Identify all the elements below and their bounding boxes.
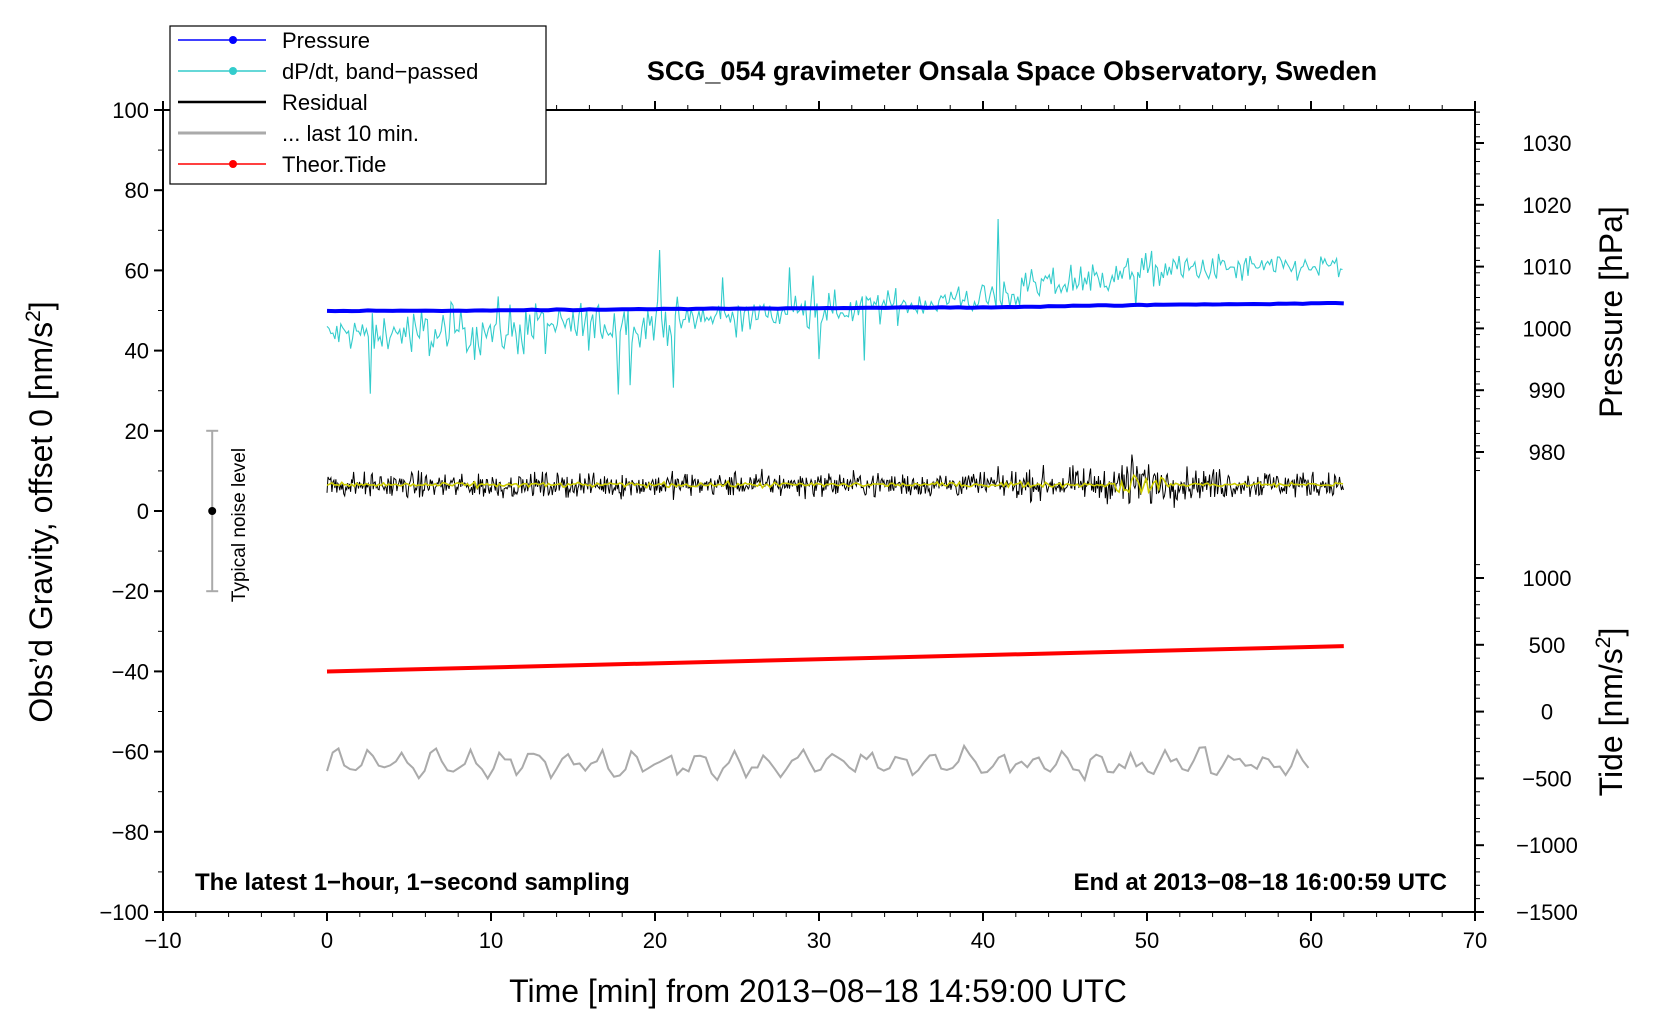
y-axis-tide-title-close: ] bbox=[1593, 628, 1629, 637]
dpdt-series bbox=[326, 218, 1343, 395]
y-tick-label: 20 bbox=[125, 419, 149, 444]
y-axis-left-title-sup: 2 bbox=[22, 310, 45, 322]
noise-bar-center bbox=[208, 507, 217, 515]
tide-tick-label: −1000 bbox=[1516, 833, 1578, 858]
y-axis-tide-title: Tide [nm/s2] bbox=[1592, 628, 1629, 797]
y-axis-pressure-title: Pressure [hPa] bbox=[1593, 206, 1629, 418]
legend-marker bbox=[229, 67, 237, 75]
y-axis-tide-title-main: Tide [nm/s bbox=[1593, 648, 1629, 796]
legend: Pressure dP/dt, band−passed Residual ... la… bbox=[169, 25, 547, 185]
legend-marker bbox=[229, 36, 237, 44]
x-tick-label: 10 bbox=[479, 928, 503, 953]
noise-level-indicator bbox=[206, 429, 219, 593]
x-tick-label: 0 bbox=[321, 928, 333, 953]
axis-ticks bbox=[154, 101, 1484, 921]
legend-marker bbox=[229, 160, 237, 168]
y-tick-label: 40 bbox=[125, 339, 149, 364]
y-axis-tide-title-sup: 2 bbox=[1592, 637, 1615, 649]
y-tick-label: 0 bbox=[137, 499, 149, 524]
residual-line bbox=[326, 454, 1344, 508]
pressure-tick-label: 1000 bbox=[1523, 316, 1572, 341]
x-axis-title: Time [min] from 2013−08−18 14:59:00 UTC bbox=[509, 973, 1127, 1009]
tide-line bbox=[326, 644, 1344, 674]
tide-tick-label: 1000 bbox=[1523, 566, 1572, 591]
x-tick-label: 60 bbox=[1299, 928, 1323, 953]
legend-label: Residual bbox=[282, 90, 368, 115]
tide-series bbox=[326, 644, 1344, 674]
x-tick-label: 40 bbox=[971, 928, 995, 953]
y-axis-left-title-main: Obs’d Gravity, offset 0 [nm/s bbox=[23, 322, 59, 723]
pressure-line bbox=[326, 301, 1344, 314]
tide-tick-label: 500 bbox=[1529, 633, 1566, 658]
y-tick-label: 60 bbox=[125, 258, 149, 283]
last-10-min-line bbox=[326, 743, 1310, 783]
tide-tick-label: −1500 bbox=[1516, 900, 1578, 925]
chart-title: SCG_054 gravimeter Onsala Space Observat… bbox=[647, 56, 1377, 86]
legend-label: dP/dt, band−passed bbox=[282, 59, 478, 84]
y-tick-label: −40 bbox=[112, 659, 149, 684]
last-10-min-series bbox=[326, 743, 1310, 783]
y-tick-label: −80 bbox=[112, 820, 149, 845]
pressure-series bbox=[326, 301, 1344, 314]
axis-tick-labels: −10 0 10 20 30 40 50 60 70−100−80−60−40−20020406… bbox=[99, 98, 1577, 953]
pressure-tick-label: 1010 bbox=[1523, 255, 1572, 280]
noise-level-label: Typical noise level bbox=[229, 448, 250, 602]
tide-tick-label: −500 bbox=[1522, 766, 1572, 791]
x-tick-label: 20 bbox=[643, 928, 667, 953]
legend-label: ... last 10 min. bbox=[282, 121, 419, 146]
legend-box bbox=[169, 25, 547, 185]
x-tick-label: 70 bbox=[1463, 928, 1487, 953]
legend-label: Pressure bbox=[282, 28, 370, 53]
legend-label: Theor.Tide bbox=[282, 152, 386, 177]
dpdt-line bbox=[326, 218, 1343, 395]
tide-tick-label: 0 bbox=[1541, 700, 1553, 725]
pressure-tick-label: 1030 bbox=[1523, 131, 1572, 156]
y-axis-left-title: Obs’d Gravity, offset 0 [nm/s2] bbox=[22, 301, 59, 722]
residual-series bbox=[326, 454, 1344, 508]
y-axis-left-title-close: ] bbox=[23, 301, 59, 310]
plot-frame bbox=[162, 109, 1476, 913]
y-tick-label: −20 bbox=[112, 579, 149, 604]
x-tick-label: 50 bbox=[1135, 928, 1159, 953]
y-tick-label: 80 bbox=[125, 178, 149, 203]
pressure-tick-label: 980 bbox=[1529, 440, 1566, 465]
pressure-tick-label: 990 bbox=[1529, 378, 1566, 403]
annotation-end-time: End at 2013−08−18 16:00:59 UTC bbox=[1073, 869, 1447, 896]
x-tick-label: −10 bbox=[144, 928, 181, 953]
annotation-sampling: The latest 1−hour, 1−second sampling bbox=[195, 869, 630, 896]
x-tick-label: 30 bbox=[807, 928, 831, 953]
y-tick-label: 100 bbox=[112, 98, 149, 123]
pressure-tick-label: 1020 bbox=[1523, 193, 1572, 218]
y-tick-label: −60 bbox=[112, 740, 149, 765]
y-tick-label: −100 bbox=[99, 900, 149, 925]
residual-smoothed-line bbox=[326, 473, 1344, 496]
